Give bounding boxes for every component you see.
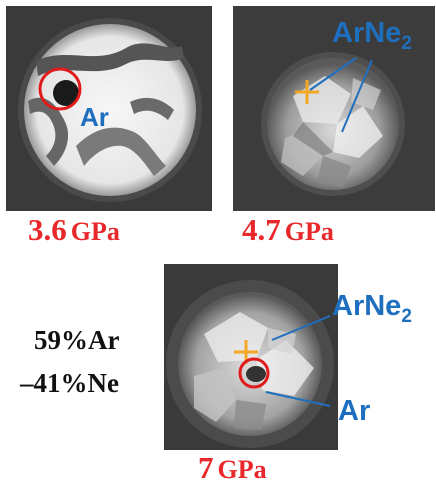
composition-line-1: 59%Ar (34, 325, 120, 355)
arne2-label: ArNe2 (332, 290, 412, 327)
ar-label: Ar (338, 395, 371, 427)
micrograph-7gpa (164, 264, 338, 450)
pressure-label-7: 7 GPa (198, 450, 267, 485)
micrograph-3.6gpa (6, 6, 212, 211)
composition-line-2: –41%Ne (20, 368, 119, 398)
pressure-label-3.6: 3.6 GPa (28, 212, 120, 247)
ar-label: Ar (80, 102, 109, 132)
pressure-label-4.7: 4.7 GPa (242, 212, 334, 247)
arne2-label: ArNe2 (332, 17, 412, 54)
